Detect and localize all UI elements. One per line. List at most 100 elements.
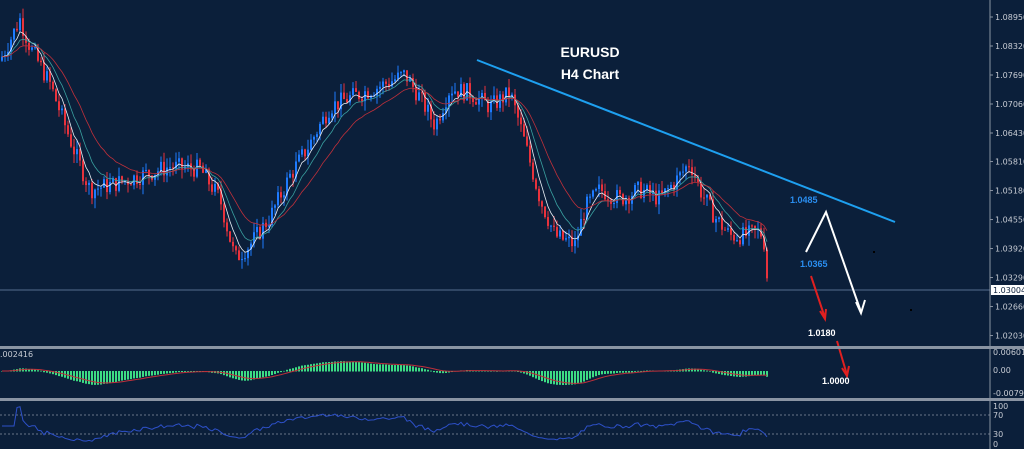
candle-body — [286, 177, 288, 196]
candle — [448, 93, 450, 117]
candle-body — [25, 35, 27, 43]
macd-histogram-bar — [283, 370, 285, 372]
candle — [88, 180, 90, 195]
candle — [592, 189, 594, 199]
candle-body — [118, 176, 120, 191]
candle-body — [328, 117, 330, 124]
candle-body — [319, 123, 321, 135]
macd-histogram-bar — [568, 371, 570, 385]
macd-histogram-bar — [706, 370, 708, 372]
candle-body — [289, 173, 291, 178]
macd-histogram-bar — [115, 371, 117, 382]
candle-body — [439, 118, 441, 121]
candle — [439, 114, 441, 125]
macd-histogram-bar — [157, 371, 159, 375]
current-price-label: 1.03004 — [993, 286, 1024, 295]
candle-body — [670, 184, 672, 189]
candle-body — [412, 78, 414, 87]
macd-histogram-bar — [322, 362, 324, 372]
candle-body — [628, 197, 630, 204]
candle — [19, 13, 21, 33]
candle — [328, 111, 330, 125]
macd-histogram-bar — [328, 362, 330, 372]
forecast-arrowhead — [855, 299, 866, 316]
macd-histogram-bar — [28, 369, 30, 372]
candles-layer — [1, 8, 768, 282]
macd-histogram-bar — [325, 362, 327, 372]
candle-body — [169, 167, 171, 169]
macd-histogram-bar — [346, 361, 348, 372]
candle-body — [526, 136, 528, 146]
candle — [244, 252, 246, 262]
candle — [82, 157, 84, 185]
macd-histogram-bar — [76, 371, 78, 382]
candle — [766, 247, 768, 282]
candle-body — [343, 92, 345, 100]
candle-body — [100, 187, 102, 189]
macd-tick-top: 0.006017 — [993, 348, 1024, 357]
candle — [646, 183, 648, 192]
macd-histogram-bar — [244, 371, 246, 381]
candle — [712, 191, 714, 223]
candle-body — [325, 116, 327, 124]
macd-histogram-bar — [280, 371, 282, 373]
candle — [703, 187, 705, 205]
macd-histogram-bar — [124, 371, 126, 380]
candle-body — [625, 197, 627, 205]
candle-body — [49, 71, 51, 82]
candle — [721, 211, 723, 236]
macd-histogram-bar — [520, 371, 522, 373]
macd-histogram-bar — [190, 371, 192, 372]
panel-separator-rsi[interactable] — [0, 398, 1024, 401]
candle — [307, 139, 309, 165]
macd-histogram-bar — [424, 369, 426, 372]
candle-body — [1, 56, 3, 61]
macd-histogram-bar — [583, 371, 585, 382]
candle-body — [346, 99, 348, 103]
candle-body — [691, 167, 693, 175]
label-1-0000: 1.0000 — [822, 376, 850, 386]
price-tick-label: 1.07690 — [995, 71, 1024, 80]
candle — [661, 181, 663, 196]
candle — [382, 77, 384, 95]
candle-body — [682, 171, 684, 173]
macd-histogram-bar — [562, 371, 564, 386]
candle — [538, 186, 540, 207]
candle-body — [616, 190, 618, 204]
candle — [529, 141, 531, 167]
candle — [685, 164, 687, 181]
candle-body — [655, 190, 657, 205]
candle-body — [10, 39, 12, 52]
macd-histogram-bar — [595, 371, 597, 377]
candle — [640, 177, 642, 200]
macd-histogram-bar — [724, 371, 726, 376]
candle — [124, 179, 126, 186]
candle-body — [79, 149, 81, 161]
candle-body — [16, 28, 18, 31]
macd-histogram-bar — [367, 363, 369, 372]
candle — [523, 118, 525, 137]
candle — [76, 139, 78, 163]
macd-histogram-bar — [121, 371, 123, 381]
candle-body — [532, 162, 534, 180]
candle — [16, 22, 18, 32]
candle-body — [667, 188, 669, 190]
panel-separator-macd[interactable] — [0, 346, 1024, 349]
candle-body — [646, 185, 648, 191]
candle-body — [238, 250, 240, 261]
candle — [724, 226, 726, 231]
candle-body — [178, 158, 180, 162]
candle — [679, 170, 681, 185]
candle — [226, 218, 228, 237]
candle-body — [202, 165, 204, 173]
candle — [550, 224, 552, 233]
candle — [58, 94, 60, 117]
trendline[interactable] — [476, 59, 896, 223]
candle-body — [397, 72, 399, 80]
red-arrow-1 — [810, 275, 826, 319]
macd-histogram-bar — [526, 371, 528, 375]
candle — [13, 28, 15, 45]
macd-histogram-bar — [112, 371, 114, 383]
